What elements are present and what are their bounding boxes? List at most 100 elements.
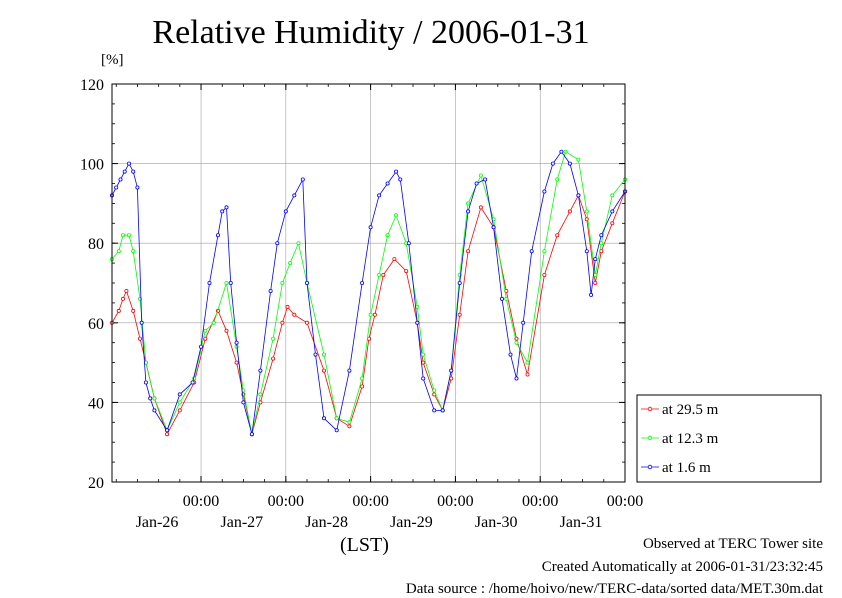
data-point — [499, 296, 504, 301]
data-point — [529, 249, 534, 254]
data-point — [542, 249, 547, 254]
x-tick-date-label: Jan-27 — [220, 514, 263, 531]
data-point — [432, 408, 437, 413]
data-point — [313, 352, 318, 357]
data-point — [599, 241, 604, 246]
data-point — [347, 368, 352, 373]
data-point — [300, 177, 305, 182]
data-point — [292, 193, 297, 198]
data-point — [334, 428, 339, 433]
data-point — [360, 280, 365, 285]
data-point — [148, 396, 153, 401]
data-point — [385, 181, 390, 186]
legend-entry: at 1.6 m — [641, 460, 711, 476]
data-point — [377, 193, 382, 198]
data-point — [525, 372, 530, 377]
series-1 — [110, 189, 628, 437]
data-point — [137, 336, 142, 341]
legend-swatch-marker — [647, 406, 653, 412]
data-point — [285, 304, 290, 309]
data-point — [483, 177, 488, 182]
data-point — [321, 352, 326, 357]
x-tick-time-label: 00:00 — [352, 493, 388, 510]
data-point — [377, 272, 382, 277]
series-3 — [110, 149, 628, 437]
data-point — [121, 233, 126, 238]
y-axis-unit-label: [%] — [101, 52, 124, 68]
data-point — [296, 241, 301, 246]
data-point — [392, 257, 397, 262]
data-point — [457, 312, 462, 317]
data-point — [610, 193, 615, 198]
data-point — [122, 169, 127, 174]
data-point — [584, 249, 589, 254]
data-point — [559, 149, 564, 154]
data-point — [131, 169, 136, 174]
x-tick-time-label: 00:00 — [268, 493, 304, 510]
data-point — [381, 272, 386, 277]
data-point — [131, 249, 136, 254]
data-point — [288, 261, 293, 266]
data-point — [567, 209, 572, 214]
data-point — [404, 269, 409, 274]
data-point — [398, 177, 403, 182]
data-point — [432, 388, 437, 393]
data-point — [449, 368, 454, 373]
data-point — [372, 312, 377, 317]
y-tick-label: 120 — [80, 77, 104, 94]
data-point — [576, 193, 581, 198]
data-point — [127, 233, 132, 238]
data-point — [143, 380, 148, 385]
data-point — [508, 352, 513, 357]
data-point — [514, 376, 519, 381]
legend: at 29.5 m at 12.3 m at 1.6 m — [636, 394, 822, 483]
data-point — [584, 209, 589, 214]
data-point — [234, 360, 239, 365]
data-point — [563, 149, 568, 154]
data-point — [610, 209, 615, 214]
footer-source: Data source : /home/hoivo/new/TERC-data/… — [405, 581, 823, 597]
data-point — [241, 400, 246, 405]
data-point — [127, 161, 132, 166]
data-point — [347, 420, 352, 425]
legend-box — [636, 394, 822, 483]
y-tick-label: 100 — [80, 157, 104, 174]
data-point — [121, 296, 126, 301]
data-point — [478, 173, 483, 178]
data-point — [220, 209, 225, 214]
data-point — [283, 209, 288, 214]
data-point — [542, 189, 547, 194]
data-point — [135, 185, 140, 190]
data-point — [165, 432, 170, 437]
data-point — [474, 181, 479, 186]
data-point — [555, 233, 560, 238]
data-point — [360, 384, 365, 389]
y-tick-label: 80 — [88, 236, 104, 253]
data-point — [567, 161, 572, 166]
chart-title: Relative Humidity / 2006-01-31 — [152, 14, 590, 51]
data-point — [114, 185, 119, 190]
series-layer — [110, 149, 628, 437]
x-tick-time-label: 00:00 — [522, 493, 558, 510]
data-point — [224, 280, 229, 285]
x-tick-date-label: Jan-26 — [136, 514, 179, 531]
data-point — [334, 416, 339, 421]
legend-label: at 12.3 m — [662, 431, 719, 447]
data-point — [542, 272, 547, 277]
data-point — [368, 312, 373, 317]
data-point — [555, 177, 560, 182]
y-tick-label: 60 — [88, 316, 104, 333]
data-point — [177, 400, 182, 405]
data-point — [347, 424, 352, 429]
data-point — [440, 408, 445, 413]
data-point — [610, 221, 615, 226]
data-point — [599, 233, 604, 238]
x-tick-time-label: 00:00 — [437, 493, 473, 510]
data-point — [406, 241, 411, 246]
x-tick-date-label: Jan-30 — [475, 514, 518, 531]
data-point — [152, 408, 157, 413]
legend-entry: at 29.5 m — [641, 402, 719, 418]
data-point — [207, 280, 212, 285]
data-point — [421, 376, 426, 381]
data-point — [228, 280, 233, 285]
